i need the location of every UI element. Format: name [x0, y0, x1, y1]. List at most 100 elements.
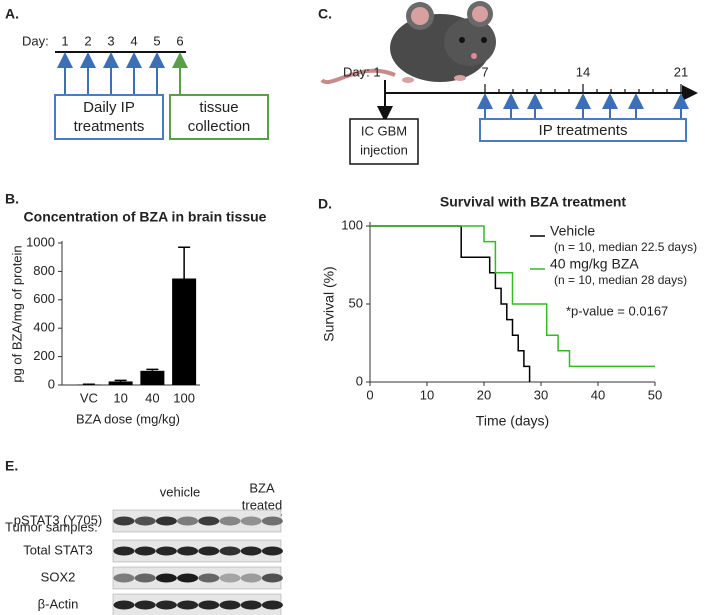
row-label: pSTAT3 (Y705): [14, 512, 102, 527]
band: [177, 546, 199, 556]
band: [261, 600, 283, 610]
band: [113, 516, 135, 526]
x-axis-label: Time (days): [476, 413, 549, 429]
x-axis-label: BZA dose (mg/kg): [76, 411, 180, 426]
x-tick-label: 40: [145, 390, 159, 405]
chart-title: Survival with BZA treatment: [440, 194, 627, 210]
y-tick-label: 600: [33, 291, 55, 306]
band: [261, 546, 283, 556]
band: [240, 573, 262, 583]
day-number: 21: [674, 64, 688, 79]
y-tick-label: 100: [341, 217, 363, 232]
day-label: Day: 1: [343, 64, 381, 79]
y-tick-label: 50: [349, 295, 363, 310]
band: [261, 573, 283, 583]
panel-label: B.: [5, 191, 19, 207]
y-tick-label: 0: [48, 376, 55, 391]
box-text: IC GBM: [361, 123, 407, 138]
panel-label: C.: [318, 6, 332, 22]
band: [240, 600, 262, 610]
band: [240, 516, 262, 526]
group-label: vehicle: [160, 484, 200, 499]
box-text: Daily IP: [83, 99, 135, 116]
y-tick-label: 800: [33, 263, 55, 278]
band: [134, 516, 156, 526]
mouse-icon: [320, 1, 496, 84]
x-tick-label: 30: [534, 387, 548, 402]
day-number: 4: [130, 33, 137, 48]
band: [113, 546, 135, 556]
band: [177, 600, 199, 610]
x-tick-label: 10: [420, 387, 434, 402]
y-axis-label: Survival (%): [321, 266, 337, 341]
chart-title: Concentration of BZA in brain tissue: [24, 209, 267, 225]
group-label: treated: [242, 497, 282, 512]
band: [198, 516, 220, 526]
bar: [172, 278, 197, 385]
band: [113, 600, 135, 610]
day-label: Day:: [22, 33, 49, 48]
y-tick-label: 200: [33, 348, 55, 363]
x-tick-label: 0: [366, 387, 373, 402]
panel-label: D.: [318, 196, 332, 212]
bar: [108, 381, 133, 385]
band: [219, 546, 241, 556]
band: [261, 516, 283, 526]
box-text: treatments: [74, 118, 145, 135]
x-tick-label: 50: [648, 387, 662, 402]
row-label: β-Actin: [38, 596, 79, 611]
error-bar: [146, 368, 159, 371]
band: [198, 600, 220, 610]
collection-box: [169, 94, 269, 140]
legend-label: 40 mg/kg BZA: [550, 256, 639, 272]
y-tick-label: 400: [33, 320, 55, 335]
row-label: SOX2: [41, 569, 76, 584]
samples-label: Tumor samples:: [5, 519, 98, 534]
band: [219, 600, 241, 610]
band: [134, 546, 156, 556]
survival-line: [370, 225, 655, 368]
band: [134, 573, 156, 583]
annotation: *p-value = 0.0167: [566, 303, 668, 318]
x-tick-label: 100: [173, 390, 195, 405]
legend-detail: (n = 10, median 22.5 days): [554, 240, 697, 254]
bar: [140, 370, 165, 385]
box-text: injection: [360, 142, 408, 157]
band: [177, 573, 199, 583]
treatment-box: [479, 118, 687, 142]
legend-detail: (n = 10, median 28 days): [554, 273, 687, 287]
row-label: Total STAT3: [23, 542, 93, 557]
band: [240, 546, 262, 556]
band: [177, 516, 199, 526]
y-axis-label: pg of BZA/mg of protein: [9, 245, 24, 382]
treatment-box: [54, 94, 164, 140]
day-number: 5: [153, 33, 160, 48]
group-label: BZA: [249, 480, 275, 495]
day-number: 2: [84, 33, 91, 48]
band: [155, 516, 177, 526]
y-tick-label: 0: [356, 373, 363, 388]
legend-label: Vehicle: [550, 223, 595, 239]
band: [113, 573, 135, 583]
error-bar: [114, 379, 127, 382]
injection-box: [349, 118, 419, 165]
band: [219, 516, 241, 526]
day-number: 6: [176, 33, 183, 48]
x-tick-label: 40: [591, 387, 605, 402]
band: [155, 600, 177, 610]
y-tick-label: 1000: [26, 234, 55, 249]
band: [198, 546, 220, 556]
band: [155, 573, 177, 583]
band: [219, 573, 241, 583]
day-number: 14: [576, 64, 590, 79]
box-text: tissue: [199, 99, 238, 116]
panel-label: A.: [5, 6, 19, 22]
box-text: collection: [188, 118, 251, 135]
x-tick-label: 10: [113, 390, 127, 405]
band: [134, 600, 156, 610]
panel-label: E.: [5, 458, 18, 474]
day-number: 3: [107, 33, 114, 48]
day-number: 7: [481, 64, 488, 79]
band: [198, 573, 220, 583]
